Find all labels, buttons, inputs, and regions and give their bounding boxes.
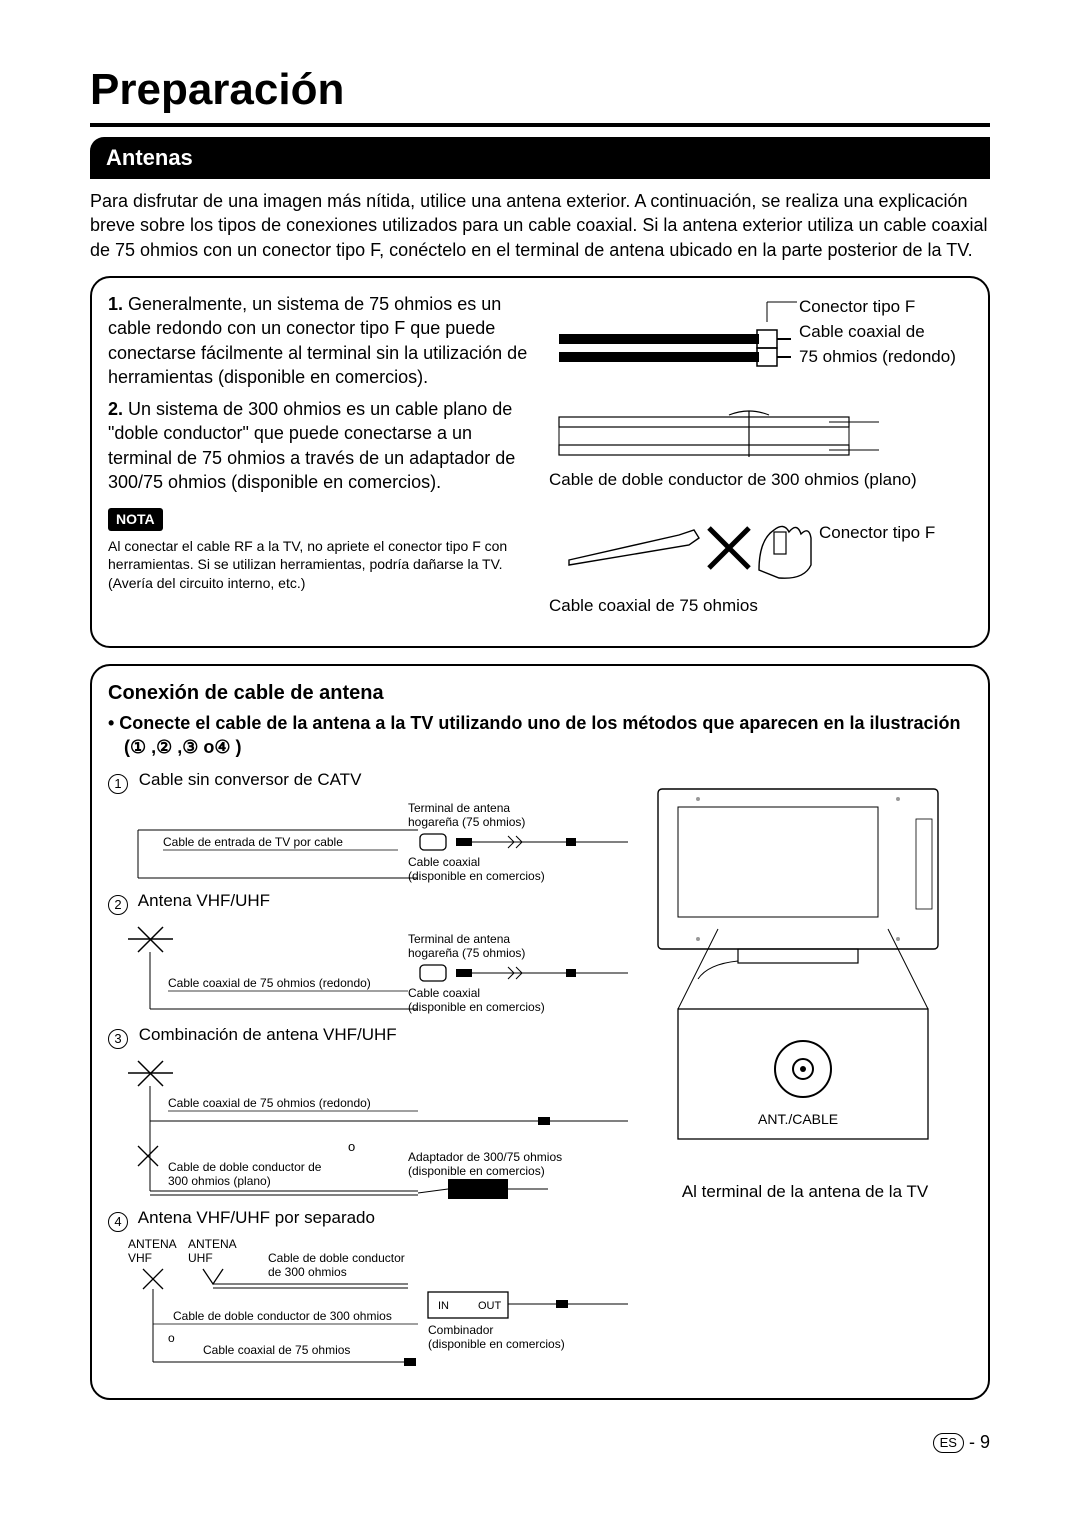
method-label: 3 Combinación de antena VHF/UHF (108, 1024, 628, 1049)
svg-text:hogareña (75 ohmios): hogareña (75 ohmios) (408, 946, 525, 960)
svg-text:Combinador: Combinador (428, 1323, 493, 1337)
list-item: 2. Un sistema de 300 ohmios es un cable … (108, 397, 531, 494)
note-text: Al conectar el cable RF a la TV, no apri… (108, 537, 531, 592)
svg-text:ANTENA: ANTENA (188, 1237, 237, 1251)
section-heading: Antenas (90, 137, 990, 179)
intro-text: Para disfrutar de una imagen más nítida,… (90, 189, 990, 262)
method-title: Cable sin conversor de CATV (139, 770, 362, 789)
diagram-method-4: ANTENA VHF ANTENA UHF Cable de doble con… (108, 1234, 628, 1374)
svg-text:(disponible en comercios): (disponible en comercios) (408, 869, 545, 883)
sub-heading: Conexión de cable de antena (108, 680, 972, 707)
method-title: Antena VHF/UHF por separado (138, 1208, 375, 1227)
svg-text:(disponible en comercios): (disponible en comercios) (408, 1164, 545, 1178)
svg-text:ANTENA: ANTENA (128, 1237, 177, 1251)
figure-no-tools: Conector tipo F Cable coaxial de 75 ohmi… (549, 510, 972, 618)
note-badge: NOTA (108, 508, 163, 531)
svg-text:Terminal de antena: Terminal de antena (408, 801, 510, 815)
svg-text:Cable coaxial: Cable coaxial (408, 986, 480, 1000)
instruction-bullet: • Conecte el cable de la antena a la TV … (108, 711, 972, 760)
circled-number-icon: 1 (108, 774, 128, 794)
fig-caption: Cable coaxial de 75 ohmios (549, 595, 972, 618)
tv-diagram: ANT./CABLE Al terminal de la antena de l… (638, 769, 972, 1380)
method-title: Antena VHF/UHF (138, 891, 270, 910)
fig-caption: Cable de doble conductor de 300 ohmios (… (549, 469, 972, 492)
svg-text:(disponible en comercios): (disponible en comercios) (428, 1337, 565, 1351)
fig-label: 75 ohmios (redondo) (799, 346, 999, 369)
item-text: Un sistema de 300 ohmios es un cable pla… (108, 399, 515, 492)
footer-sep: - (969, 1432, 975, 1452)
title-rule (90, 123, 990, 127)
svg-text:Terminal de antena: Terminal de antena (408, 932, 510, 946)
diagram-method-1: Cable de entrada de TV por cable Termina… (108, 796, 628, 884)
svg-text:Cable coaxial: Cable coaxial (408, 855, 480, 869)
page-title: Preparación (90, 60, 990, 119)
diagram-method-3: Cable coaxial de 75 ohmios (redondo) o C… (108, 1051, 628, 1201)
method-label: 4 Antena VHF/UHF por separado (108, 1207, 628, 1232)
svg-text:Cable coaxial de 75 ohmios (re: Cable coaxial de 75 ohmios (redondo) (168, 1096, 371, 1110)
svg-text:Cable de doble conductor: Cable de doble conductor (268, 1251, 405, 1265)
svg-text:o: o (168, 1331, 175, 1345)
cable-types-panel: 1. Generalmente, un sistema de 75 ohmios… (90, 276, 990, 648)
svg-text:Cable de entrada de TV por cab: Cable de entrada de TV por cable (163, 835, 343, 849)
item-number: 1. (108, 294, 123, 314)
page-footer: ES - 9 (90, 1430, 990, 1454)
circled-number-icon: 2 (108, 895, 128, 915)
page-number: 9 (980, 1432, 990, 1452)
svg-text:UHF: UHF (188, 1251, 213, 1265)
svg-text:ANT./CABLE: ANT./CABLE (758, 1111, 838, 1127)
svg-text:300 ohmios (plano): 300 ohmios (plano) (168, 1174, 271, 1188)
fig-label: Cable coaxial de (799, 321, 999, 344)
svg-text:hogareña (75 ohmios): hogareña (75 ohmios) (408, 815, 525, 829)
tv-caption: Al terminal de la antena de la TV (638, 1181, 972, 1204)
method-label: 1 Cable sin conversor de CATV (108, 769, 628, 794)
figure-flat-300: Cable de doble conductor de 300 ohmios (… (549, 407, 972, 492)
svg-text:de 300 ohmios: de 300 ohmios (268, 1265, 347, 1279)
circled-number-icon: 4 (108, 1212, 128, 1232)
svg-text:(disponible en comercios): (disponible en comercios) (408, 1000, 545, 1014)
circled-number-icon: 3 (108, 1029, 128, 1049)
svg-text:Cable coaxial de 75 ohmios: Cable coaxial de 75 ohmios (203, 1343, 350, 1357)
svg-text:Cable de doble conductor de: Cable de doble conductor de (168, 1160, 322, 1174)
lang-badge: ES (933, 1433, 964, 1453)
method-label: 2 Antena VHF/UHF (108, 890, 628, 915)
svg-text:Adaptador de 300/75 ohmios: Adaptador de 300/75 ohmios (408, 1150, 562, 1164)
fig-label: Conector tipo F (819, 522, 969, 545)
diagram-method-2: Cable coaxial de 75 ohmios (redondo) Ter… (108, 917, 628, 1017)
item-number: 2. (108, 399, 123, 419)
svg-text:VHF: VHF (128, 1251, 152, 1265)
svg-text:o: o (348, 1139, 355, 1154)
svg-text:Cable de doble conductor de 30: Cable de doble conductor de 300 ohmios (173, 1309, 392, 1323)
item-text: Generalmente, un sistema de 75 ohmios es… (108, 294, 527, 387)
method-title: Combinación de antena VHF/UHF (139, 1025, 397, 1044)
connection-panel: Conexión de cable de antena • Conecte el… (90, 664, 990, 1401)
svg-text:OUT: OUT (478, 1300, 502, 1312)
svg-text:IN: IN (438, 1300, 449, 1312)
list-item: 1. Generalmente, un sistema de 75 ohmios… (108, 292, 531, 389)
fig-label: Conector tipo F (799, 296, 999, 319)
svg-text:Cable coaxial de 75 ohmios (re: Cable coaxial de 75 ohmios (redondo) (168, 976, 371, 990)
